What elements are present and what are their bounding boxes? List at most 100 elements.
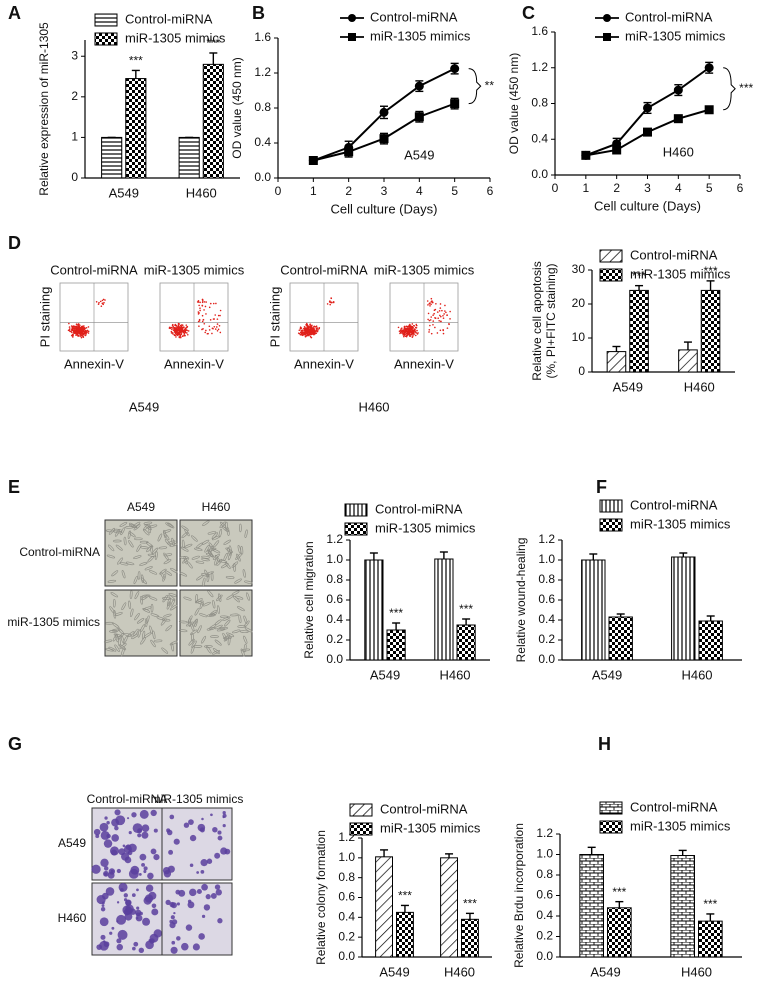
point (414, 81, 424, 91)
colony (205, 894, 211, 900)
flow-event (330, 301, 333, 304)
flow-event (399, 330, 401, 332)
y-tick-label: 0.6 (338, 890, 355, 904)
flow-event (186, 332, 188, 334)
flow-event (427, 318, 429, 321)
flow-event (199, 301, 201, 304)
colony (127, 817, 130, 820)
cell (168, 593, 177, 597)
colony (128, 868, 139, 879)
x-tick-label: 3 (644, 181, 651, 195)
flow-event (306, 331, 309, 333)
point (673, 114, 683, 124)
flow-event (313, 328, 315, 331)
flow-event (87, 326, 90, 328)
flow-event (407, 325, 409, 328)
cell (220, 563, 229, 569)
cell (119, 644, 127, 651)
colony (142, 917, 151, 926)
cell (222, 632, 228, 641)
significance-label: *** (704, 264, 718, 278)
flow-event (299, 333, 302, 336)
flow-event (432, 323, 434, 326)
flow-event (312, 330, 315, 332)
flow-event (409, 323, 411, 326)
flow-event (415, 327, 418, 329)
flow-event (75, 323, 78, 326)
flow-event (80, 332, 82, 335)
flow-event (303, 327, 305, 330)
cell (206, 573, 210, 583)
y-tick-label: 0.8 (536, 867, 553, 881)
y-tick-label: 0.0 (338, 949, 355, 963)
flow-event (403, 328, 406, 330)
bar (440, 857, 459, 958)
cell (207, 531, 217, 535)
flow-event (430, 300, 433, 303)
flow-event (437, 317, 440, 320)
point (414, 112, 424, 122)
flow-event (416, 329, 418, 332)
flow-event (104, 299, 106, 301)
flow-event (445, 311, 447, 314)
flow-event (434, 317, 436, 319)
y-tick-label: 1.0 (338, 850, 355, 864)
cell (201, 573, 210, 577)
cell (150, 639, 156, 648)
flow-event (301, 334, 304, 337)
colony (192, 943, 200, 951)
cell (202, 577, 206, 587)
flow-event (330, 297, 333, 300)
flow-event (439, 329, 442, 332)
cell (216, 605, 220, 614)
cell (201, 539, 210, 545)
flow-event (219, 314, 221, 317)
flow-event (71, 331, 73, 334)
cell (105, 529, 115, 533)
flow-event (315, 325, 318, 327)
point (643, 127, 652, 137)
y-tick-label: 0.8 (338, 870, 355, 884)
flow-event (72, 327, 74, 329)
cell (181, 539, 185, 549)
flow-event (430, 332, 433, 335)
cell (132, 521, 141, 528)
cell-line-label: H460 (663, 144, 694, 159)
colony (136, 906, 140, 910)
cell (139, 540, 149, 544)
flow-event (415, 323, 418, 326)
colony (124, 856, 132, 864)
flow-event (181, 326, 183, 329)
cell (112, 539, 122, 543)
colony (201, 883, 208, 891)
cell (152, 630, 156, 640)
condition-label: Control-miRNA (280, 262, 368, 277)
colony (171, 940, 176, 945)
condition-label: Control-miRNA (50, 262, 138, 277)
y-tick-label: 0.4 (536, 908, 553, 922)
cell (240, 648, 245, 657)
colony (111, 926, 115, 930)
flow-event (414, 331, 417, 333)
condition-label: miR-1305 mimics (144, 262, 245, 277)
colony (222, 823, 226, 828)
colony (196, 888, 202, 895)
flow-event (442, 332, 445, 335)
flow-event (310, 336, 313, 339)
y-axis-label: OD value (450 nm) (230, 57, 244, 158)
colony (116, 943, 123, 951)
cell (162, 573, 167, 582)
flow-event (314, 333, 316, 335)
colony (214, 884, 221, 890)
cell (169, 604, 178, 611)
flow-event (428, 331, 430, 333)
flow-event (219, 309, 222, 312)
colony (123, 893, 128, 898)
y-tick-label: 1.6 (531, 24, 548, 38)
colony (188, 819, 194, 825)
flow-event (186, 325, 188, 328)
cell (224, 619, 231, 627)
x-tick-label: 2 (613, 181, 620, 195)
cell (194, 547, 203, 552)
